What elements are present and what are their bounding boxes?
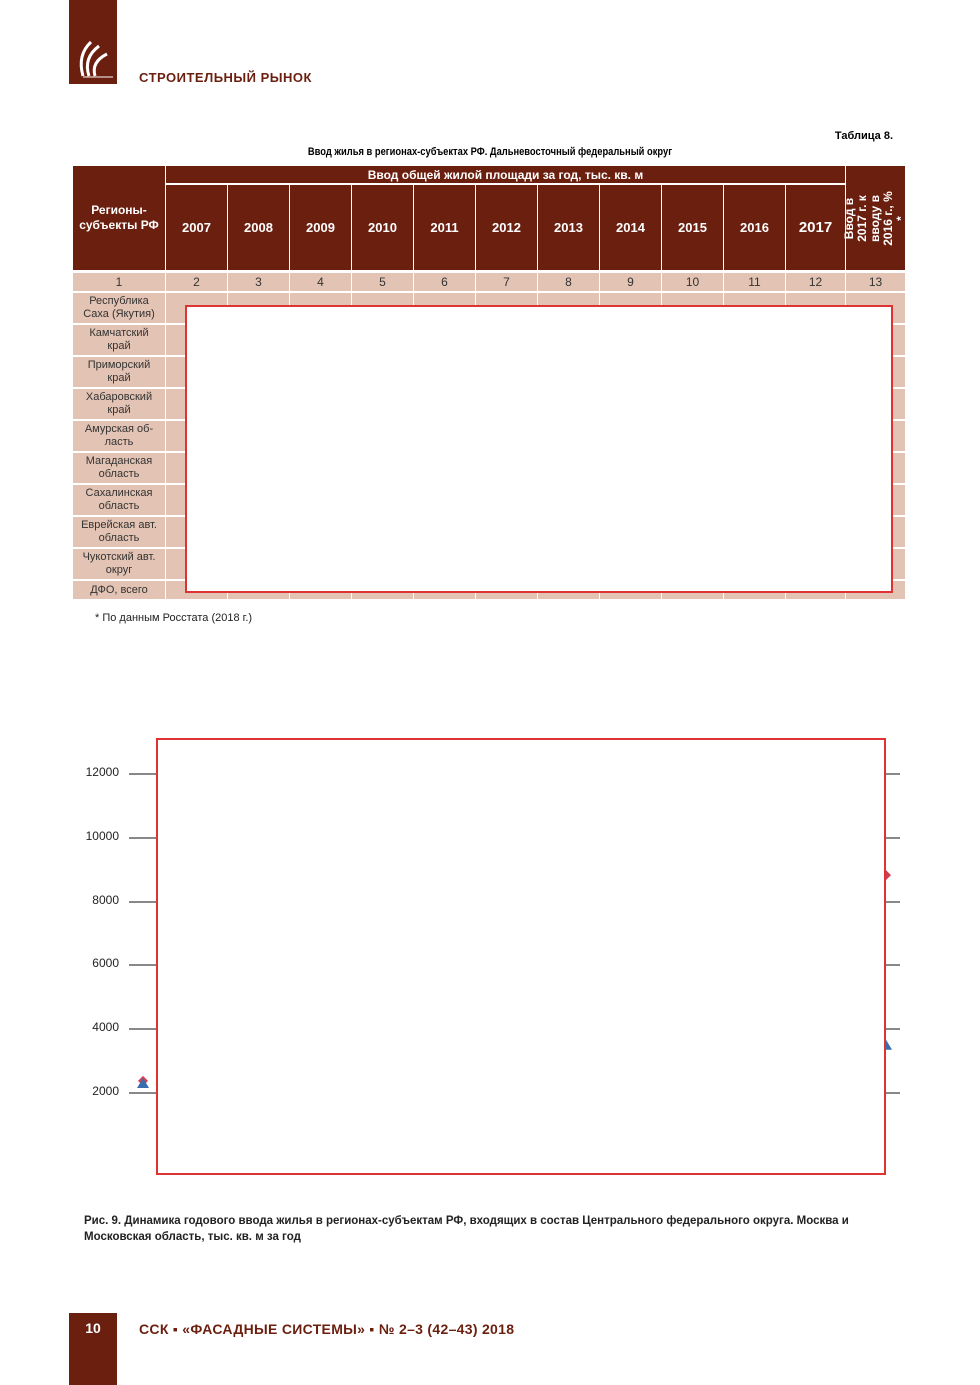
header-year: 2017	[786, 185, 845, 270]
row-region-label: Чукотский авт. округ	[73, 549, 165, 579]
row-region-label: Магаданская область	[73, 453, 165, 483]
gridline-tick	[885, 1092, 900, 1094]
column-number: 5	[352, 273, 413, 291]
table-title: Ввод жилья в регионах-субъектах РФ. Даль…	[307, 146, 673, 158]
column-number: 3	[228, 273, 289, 291]
chart-redaction-box	[156, 738, 886, 1175]
header-ratio-text: Ввод в 2017 г. к вводу в 2016 г., % *	[842, 190, 908, 246]
y-tick-label: 4000	[92, 1020, 119, 1035]
header-group: Ввод общей жилой площади за год, тыс. кв…	[166, 166, 845, 183]
header-year: 2011	[414, 185, 475, 270]
row-region-label: Республика Саха (Якутия)	[73, 293, 165, 323]
logo	[69, 0, 117, 84]
column-number: 7	[476, 273, 537, 291]
column-number: 2	[166, 273, 227, 291]
gridline-tick	[885, 836, 900, 839]
header-year: 2007	[166, 185, 227, 270]
gridline-tick	[129, 1028, 157, 1031]
section-title: СТРОИТЕЛЬНЫЙ РЫНОК	[139, 70, 312, 85]
header-year: 2013	[538, 185, 599, 270]
column-number: 10	[662, 273, 723, 291]
y-tick-label: 10000	[85, 828, 119, 843]
column-number: 13	[846, 273, 905, 291]
row-region-label: Сахалинская область	[73, 485, 165, 515]
row-region-label: Приморский край	[73, 357, 165, 387]
table-number: Таблица 8.	[834, 130, 893, 142]
header-year: 2016	[724, 185, 785, 270]
gridline-tick	[885, 773, 900, 775]
gridline-tick	[129, 836, 157, 839]
logo-icon	[79, 40, 113, 78]
header-year: 2012	[476, 185, 537, 270]
row-region-label: Камчатский край	[73, 325, 165, 355]
header-year: 2014	[600, 185, 661, 270]
column-number: 6	[414, 273, 475, 291]
header-year: 2008	[228, 185, 289, 270]
y-tick-label: 6000	[92, 956, 119, 971]
row-region-label: Еврейская авт. область	[73, 517, 165, 547]
redaction-box	[185, 305, 893, 593]
gridline-tick	[885, 964, 900, 967]
column-number: 11	[724, 273, 785, 291]
row-region-label: ДФО, всего	[73, 581, 165, 599]
column-number: 8	[538, 273, 599, 291]
gridline-tick	[885, 900, 900, 903]
table-note: * По данным Росстата (2018 г.)	[95, 612, 253, 624]
row-region-label: Амурская об-ласть	[73, 421, 165, 451]
gridline-tick	[129, 1092, 157, 1094]
gridline-tick	[129, 773, 157, 775]
header-region: Регионы-субъекты РФ	[73, 166, 165, 270]
page-number: 10	[69, 1313, 117, 1385]
header-year: 2015	[662, 185, 723, 270]
header-year: 2010	[352, 185, 413, 270]
column-number: 4	[290, 273, 351, 291]
y-tick-label: 2000	[92, 1084, 119, 1098]
y-tick-label: 8000	[92, 892, 119, 907]
gridline-tick	[129, 964, 157, 967]
header-year: 2009	[290, 185, 351, 270]
column-number: 12	[786, 273, 845, 291]
column-number: 9	[600, 273, 661, 291]
gridline-tick	[129, 900, 157, 903]
diamond-marker	[138, 1075, 148, 1086]
row-region-label: Хабаровский край	[73, 389, 165, 419]
figure-caption: Рис. 9. Динамика годового ввода жилья в …	[84, 1215, 849, 1243]
header-ratio: Ввод в 2017 г. к вводу в 2016 г., % *	[842, 166, 908, 270]
triangle-marker	[137, 1078, 149, 1089]
journal-footer: ССК ▪ «ФАСАДНЫЕ СИСТЕМЫ» ▪ № 2–3 (42–43)…	[139, 1321, 515, 1337]
y-tick-label: 12000	[85, 765, 119, 779]
column-number: 1	[73, 273, 165, 291]
gridline-tick	[885, 1028, 900, 1031]
